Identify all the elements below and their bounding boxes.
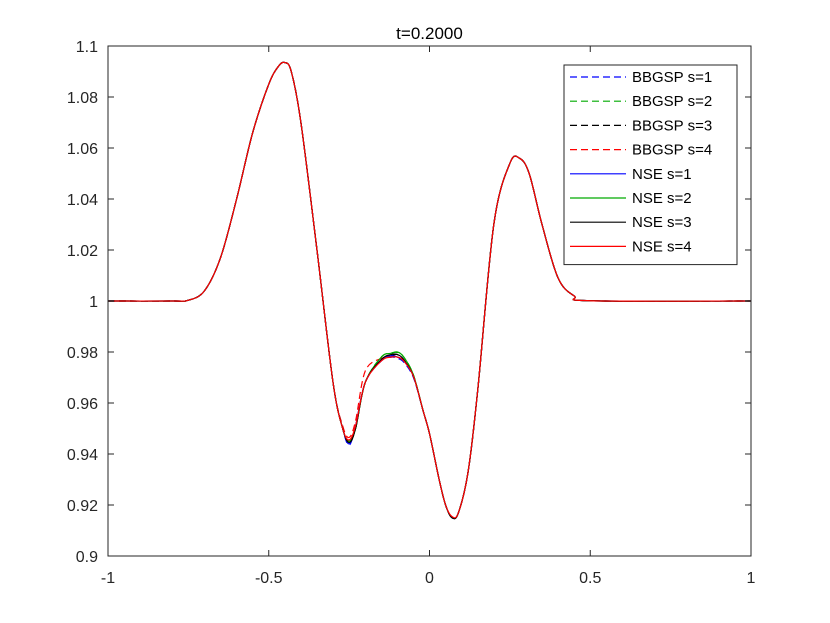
legend-label: NSE s=3: [632, 214, 692, 231]
legend: BBGSP s=1 BBGSP s=2 BBGSP s=3 BBGSP s=4 NSE …: [563, 64, 738, 266]
axes-box: [107, 45, 752, 557]
legend-label: NSE s=4: [632, 238, 692, 255]
y-tick-label: 1.06: [67, 141, 98, 158]
y-tick-label: 0.92: [67, 498, 98, 515]
legend-label: BBGSP s=4: [632, 142, 712, 159]
y-tick-label: 0.96: [67, 396, 98, 413]
x-tick-label: 0.5: [579, 570, 601, 587]
x-tick-label: -0.5: [255, 570, 283, 587]
axis-ticks: -1 -0.5 0 0.5 1 0.9 0.92 0.94 0.96 0.98 1 1.02 1.04 1…: [67, 39, 756, 587]
series-layer: [107, 61, 752, 520]
legend-label: BBGSP s=2: [632, 93, 712, 110]
y-tick-label: 1.02: [67, 243, 98, 260]
legend-box: [563, 64, 738, 266]
x-tick-label: -1: [101, 570, 115, 587]
legend-label: NSE s=2: [632, 190, 692, 207]
y-tick-label: 0.9: [76, 549, 98, 566]
chart-title: t=0.2000: [396, 24, 463, 43]
y-tick-label: 0.94: [67, 447, 98, 464]
x-tick-label: 0: [425, 570, 434, 587]
legend-label: BBGSP s=3: [632, 117, 712, 134]
y-tick-label: 1.04: [67, 192, 98, 209]
series-line-nse-s-4: [107, 61, 752, 519]
x-tick-label: 1: [747, 570, 756, 587]
y-tick-label: 1.08: [67, 90, 98, 107]
y-tick-label: 0.98: [67, 345, 98, 362]
legend-label: BBGSP s=1: [632, 69, 712, 86]
y-tick-label: 1: [89, 294, 98, 311]
y-tick-label: 1.1: [76, 39, 98, 56]
legend-label: NSE s=1: [632, 166, 692, 183]
